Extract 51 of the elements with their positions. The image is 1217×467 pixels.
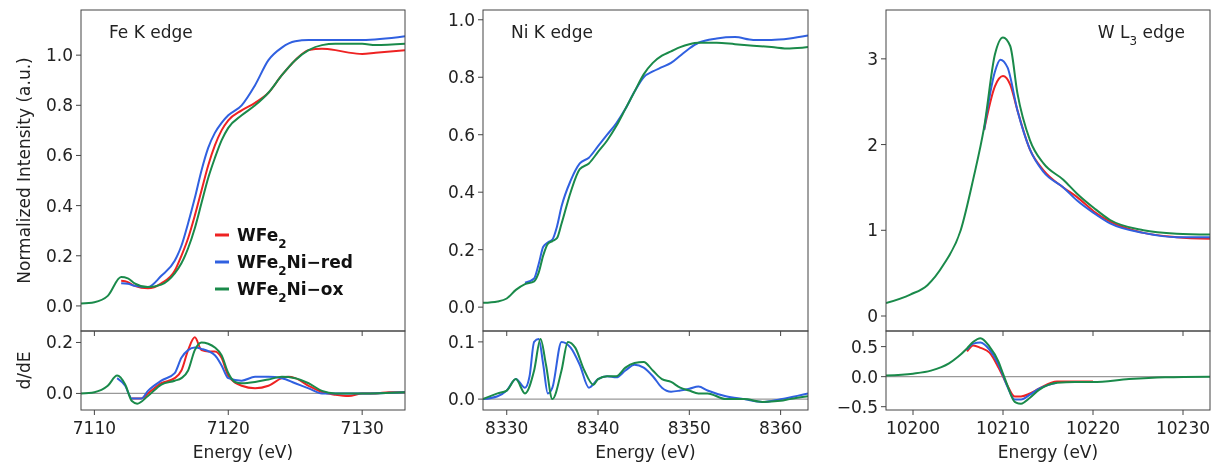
y-tick-label: 1.0 xyxy=(45,45,73,66)
annotation: Ni K edge xyxy=(511,22,593,42)
x-tick-label: 8330 xyxy=(485,418,529,438)
x-tick-label: 10220 xyxy=(1065,418,1121,438)
y-tick-label: 0.6 xyxy=(45,145,73,166)
x-tick-label: 7120 xyxy=(206,418,250,438)
x-tick-label: 10230 xyxy=(1155,418,1211,438)
y-axis-title: Normalized Intensity (a.u.) xyxy=(14,57,34,284)
x-axis-title: Energy (eV) xyxy=(595,442,696,462)
x-tick-label: 8360 xyxy=(758,418,803,438)
y-tick-label: 0.2 xyxy=(45,245,73,266)
x-axis-title: Energy (eV) xyxy=(192,442,294,462)
y-tick-label: 0.1 xyxy=(447,331,475,352)
y-tick-label: 0.4 xyxy=(45,195,73,216)
x-tick-label: 7110 xyxy=(72,418,117,438)
line-series xyxy=(966,344,1094,398)
line-series xyxy=(886,337,1210,405)
line-series xyxy=(483,338,808,403)
annotation: W L$_{3}$ edge xyxy=(1097,22,1185,48)
y-tick-label: 0.8 xyxy=(45,95,73,116)
annotation: Fe K edge xyxy=(109,22,193,42)
y-tick-label: 0.0 xyxy=(850,366,878,387)
y-tick-label: 3 xyxy=(867,48,878,69)
y-tick-label: 0.4 xyxy=(447,182,475,203)
line-series xyxy=(81,42,405,305)
x-tick-label: 10210 xyxy=(975,418,1031,438)
legend-label: WFe$_{2}$Ni−ox xyxy=(237,278,344,305)
x-tick-label: 10200 xyxy=(885,418,941,438)
x-tick-label: 8340 xyxy=(576,418,620,438)
y-tick-label: 0.6 xyxy=(447,124,475,145)
y-tick-label: 1 xyxy=(867,220,878,241)
y-tick-label: 0.5 xyxy=(850,336,878,357)
line-series xyxy=(483,41,808,304)
y-tick-label: 0.0 xyxy=(45,383,73,404)
x-axis-title: Energy (eV) xyxy=(997,442,1099,462)
line-series xyxy=(81,341,405,405)
y-tick-label: 0.0 xyxy=(45,295,73,316)
y-tick-label: 1.0 xyxy=(447,9,475,30)
y-axis-title: d/dE xyxy=(14,351,34,390)
y-tick-label: 0.2 xyxy=(447,239,475,260)
legend-label: WFe$_{2}$Ni−red xyxy=(237,251,353,278)
y-tick-label: 0.8 xyxy=(447,67,475,88)
x-tick-label: 7130 xyxy=(340,418,384,438)
x-tick-label: 8350 xyxy=(667,418,711,438)
y-tick-label: 0.0 xyxy=(447,389,475,410)
legend-label: WFe$_{2}$ xyxy=(237,224,287,251)
y-tick-label: 2 xyxy=(867,134,878,155)
y-tick-label: 0.2 xyxy=(45,332,73,353)
y-tick-label: 0 xyxy=(867,305,878,326)
y-tick-label: −0.5 xyxy=(836,396,878,417)
y-tick-label: 0.0 xyxy=(447,297,475,318)
